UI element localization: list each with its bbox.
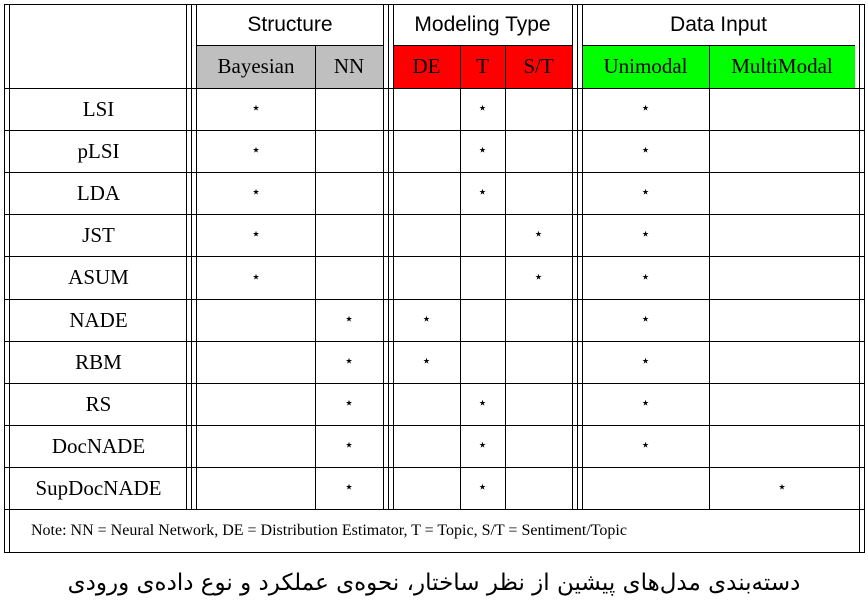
column-rule <box>315 45 316 509</box>
star-mark: ⋆ <box>640 100 651 117</box>
star-mark: ⋆ <box>250 184 261 201</box>
model-name-cell: pLSI <box>77 138 120 163</box>
subheader-unimodal: Unimodal <box>603 54 688 78</box>
star-mark: ⋆ <box>343 311 354 328</box>
star-mark: ⋆ <box>640 142 651 159</box>
double-rule <box>582 4 583 509</box>
star-mark: ⋆ <box>477 479 488 496</box>
row-rule <box>4 425 865 426</box>
model-name-cell: RS <box>85 391 112 416</box>
star-mark: ⋆ <box>533 268 544 286</box>
star-mark: ⋆ <box>640 395 651 412</box>
row-rule <box>4 88 865 89</box>
row-rule <box>4 467 865 468</box>
star-mark: ⋆ <box>640 226 651 243</box>
double-rule <box>191 4 192 509</box>
row-rule <box>4 256 865 257</box>
row-rule <box>4 130 865 131</box>
right-border-inner <box>859 4 860 553</box>
row-rule <box>4 299 865 300</box>
star-mark: ⋆ <box>477 184 488 201</box>
group-header-data-input: Data Input <box>670 13 767 36</box>
left-border-outer <box>4 4 5 553</box>
model-name-cell: SupDocNADE <box>35 475 162 500</box>
group-header-modeling-type: Modeling Type <box>414 13 551 36</box>
models-comparison-table: Structure Modeling Type Data Input Bayesian… <box>4 4 865 553</box>
star-mark: ⋆ <box>477 142 488 159</box>
left-border-inner <box>9 4 10 553</box>
subheader-bayesian: Bayesian <box>217 54 295 78</box>
model-name-cell: DocNADE <box>51 433 146 458</box>
subheader-fill-nn <box>315 45 383 88</box>
table-bottom-border <box>4 552 865 553</box>
subheader-fill-de <box>393 45 460 88</box>
star-mark: ⋆ <box>343 437 354 454</box>
star-mark: ⋆ <box>343 479 354 496</box>
star-mark: ⋆ <box>477 395 488 412</box>
model-name-cell: LDA <box>76 180 121 205</box>
star-mark: ⋆ <box>250 268 261 286</box>
column-rule <box>505 45 506 509</box>
star-mark: ⋆ <box>477 437 488 454</box>
row-rule <box>4 383 865 384</box>
star-mark: ⋆ <box>250 100 261 117</box>
star-mark: ⋆ <box>421 353 432 370</box>
row-rule <box>4 214 865 215</box>
subheader-fill-st <box>505 45 572 88</box>
star-mark: ⋆ <box>250 142 261 159</box>
model-name-cell: JST <box>82 222 115 247</box>
right-border-outer <box>864 4 865 553</box>
double-rule <box>383 4 384 509</box>
star-mark: ⋆ <box>343 353 354 370</box>
subheader-nn: NN <box>333 54 365 78</box>
row-rule <box>4 341 865 342</box>
star-mark: ⋆ <box>640 268 651 286</box>
star-mark: ⋆ <box>640 311 651 328</box>
star-mark: ⋆ <box>776 479 787 496</box>
subheader-rule <box>197 45 383 46</box>
double-rule <box>572 4 573 509</box>
subheader-fill-unimodal <box>582 45 709 88</box>
subheader-st: S/T <box>523 54 554 78</box>
star-mark: ⋆ <box>640 437 651 454</box>
group-header-structure: Structure <box>247 13 333 36</box>
star-mark: ⋆ <box>640 353 651 370</box>
star-mark: ⋆ <box>250 226 261 243</box>
model-name-cell: LSI <box>82 96 115 121</box>
double-rule <box>393 4 394 509</box>
column-rule <box>460 45 461 509</box>
star-mark: ⋆ <box>640 184 651 201</box>
row-rule <box>4 172 865 173</box>
subheader-fill-bayesian <box>197 45 315 88</box>
star-mark: ⋆ <box>421 311 432 328</box>
star-mark: ⋆ <box>477 100 488 117</box>
model-name-cell: NADE <box>69 307 128 332</box>
double-rule <box>186 4 187 509</box>
table-note: Note: NN = Neural Network, DE = Distribu… <box>31 522 627 539</box>
row-rule <box>4 509 865 510</box>
subheader-rule <box>582 45 855 46</box>
model-name-cell: ASUM <box>68 265 129 289</box>
column-rule <box>709 45 710 509</box>
subheader-t: T <box>476 54 489 78</box>
star-mark: ⋆ <box>343 395 354 412</box>
table-top-border <box>4 4 865 5</box>
double-rule <box>196 4 197 509</box>
subheader-fill-t <box>460 45 505 88</box>
table-caption: دسته‌بندی مدل‌های پیشین از نظر ساختار، ن… <box>67 570 801 596</box>
double-rule <box>577 4 578 509</box>
model-name-cell: RBM <box>75 349 122 374</box>
subheader-de: DE <box>412 54 441 78</box>
subheader-rule <box>393 45 572 46</box>
subheader-fill-multimodal <box>709 45 855 88</box>
double-rule <box>388 4 389 509</box>
subheader-multimodal: MultiModal <box>731 54 833 78</box>
star-mark: ⋆ <box>533 226 544 243</box>
